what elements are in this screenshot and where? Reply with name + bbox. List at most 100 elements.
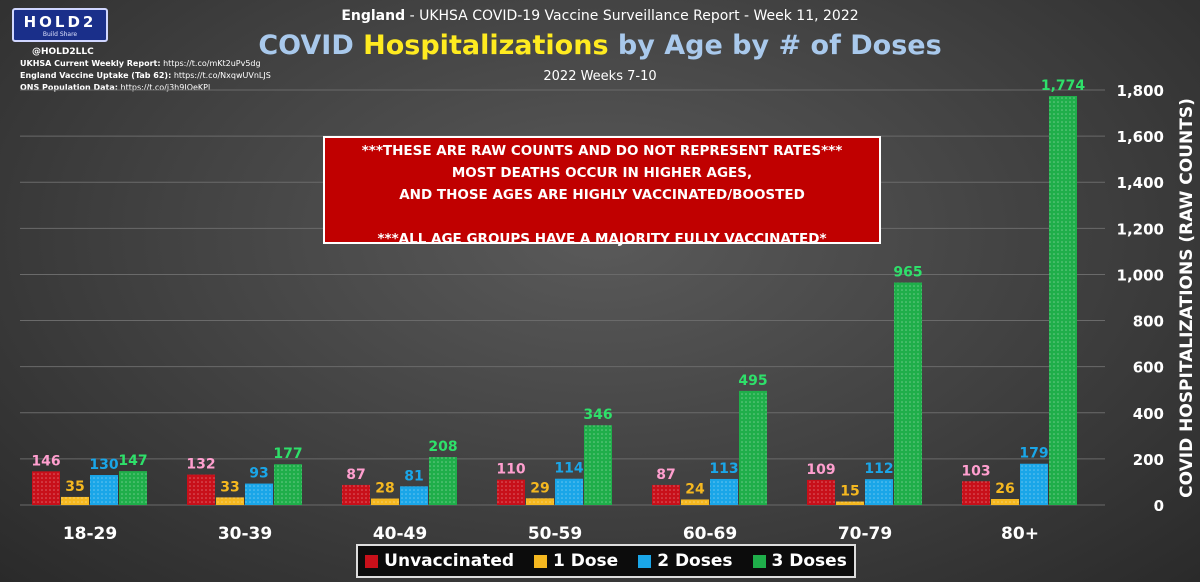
bar-unvaccinated	[342, 484, 370, 505]
bar-dose1	[61, 496, 89, 505]
y-tick-label: 400	[1133, 405, 1164, 423]
bar-dose3	[1049, 95, 1077, 505]
bar-unvaccinated	[652, 484, 680, 505]
data-label: 113	[709, 461, 738, 477]
bar-dose1	[216, 497, 244, 505]
data-label: 208	[428, 439, 457, 455]
bar-dose3	[894, 282, 922, 505]
data-label: 28	[375, 481, 394, 497]
legend-item-3-doses: 3 Doses	[752, 551, 847, 571]
data-label: 132	[186, 457, 215, 473]
y-tick-label: 1,200	[1117, 220, 1164, 238]
bar-dose1	[991, 499, 1019, 505]
data-label: 112	[864, 461, 893, 477]
data-label: 130	[89, 457, 118, 473]
supertitle: England - UKHSA COVID-19 Vaccine Surveil…	[341, 8, 859, 24]
data-label: 114	[554, 461, 583, 477]
chart-legend: Unvaccinated 1 Dose 2 Doses 3 Doses	[356, 544, 856, 578]
x-tick-label: 30-39	[218, 524, 272, 544]
data-label: 35	[65, 479, 84, 495]
data-label: 87	[656, 467, 675, 483]
y-tick-label: 200	[1133, 451, 1164, 469]
source-list: UKHSA Current Weekly Report: https://t.c…	[20, 58, 271, 94]
twitter-handle: @HOLD2LLC	[32, 47, 94, 57]
notice-line: MOST DEATHS OCCUR IN HIGHER AGES,	[451, 165, 753, 181]
source-link[interactable]: https://t.co/NxqwUVnLJS	[173, 71, 271, 80]
source-link[interactable]: https://t.co/mKt2uPv5dg	[163, 59, 261, 68]
legend-swatch	[752, 554, 766, 568]
legend-swatch	[365, 554, 379, 568]
bar-unvaccinated	[187, 474, 215, 505]
x-tick-label: 50-59	[528, 524, 582, 544]
data-label: 177	[273, 446, 302, 462]
data-label: 147	[118, 453, 147, 469]
logo-tagline: Build Share	[42, 31, 78, 38]
bar-dose3	[584, 425, 612, 505]
chart-title: COVID Hospitalizations by Age by # of Do…	[258, 30, 942, 61]
data-label: 15	[840, 484, 859, 500]
notice-line: ***THESE ARE RAW COUNTS AND DO NOT REPRE…	[361, 143, 843, 159]
legend-swatch	[534, 554, 548, 568]
notice-line	[325, 206, 879, 228]
logo-text: HOLD2	[23, 13, 97, 31]
y-tick-label: 1,400	[1117, 174, 1164, 192]
legend-swatch	[638, 554, 652, 568]
notice-line: AND THOSE AGES ARE HIGHLY VACCINATED/BOO…	[399, 187, 805, 203]
bar-dose2	[710, 478, 738, 505]
x-tick-label: 80+	[1001, 524, 1039, 544]
data-label: 33	[220, 479, 239, 495]
data-label: 146	[31, 453, 60, 469]
bar-dose1	[371, 498, 399, 505]
data-label: 179	[1019, 446, 1048, 462]
data-label: 24	[685, 481, 705, 497]
x-tick-label: 70-79	[838, 524, 892, 544]
bar-dose2	[400, 486, 428, 505]
bar-dose2	[90, 475, 118, 505]
y-tick-label: 1,000	[1117, 266, 1164, 284]
data-label: 1,774	[1041, 78, 1086, 94]
bar-unvaccinated	[497, 479, 525, 505]
bar-dose3	[429, 457, 457, 505]
data-label: 93	[249, 466, 268, 482]
data-label: 965	[893, 265, 922, 281]
data-label: 495	[738, 373, 767, 389]
legend-item-2-doses: 2 Doses	[638, 551, 733, 571]
chart-subtitle: 2022 Weeks 7-10	[543, 69, 657, 84]
bar-unvaccinated	[962, 481, 990, 505]
bar-dose3	[739, 390, 767, 505]
bar-dose1	[681, 499, 709, 505]
bar-dose2	[245, 483, 273, 505]
bar-dose3	[274, 464, 302, 505]
x-tick-label: 40-49	[373, 524, 427, 544]
notice-line: ***ALL AGE GROUPS HAVE A MAJORITY FULLY …	[377, 231, 827, 247]
data-label: 109	[806, 462, 835, 478]
source-line: England Vaccine Uptake (Tab 62): https:/…	[20, 71, 271, 80]
bar-dose2	[1020, 463, 1048, 505]
y-tick-label: 1,600	[1117, 128, 1164, 146]
data-label: 346	[583, 407, 612, 423]
bar-dose2	[865, 479, 893, 505]
y-tick-label: 800	[1133, 313, 1164, 331]
data-label: 26	[995, 481, 1014, 497]
bar-dose1	[526, 498, 554, 505]
data-label: 103	[961, 463, 990, 479]
data-label: 87	[346, 467, 365, 483]
bar-dose1	[836, 501, 864, 505]
y-tick-label: 0	[1154, 497, 1164, 515]
source-line: ONS Population Data: https://t.co/j3h9IO…	[20, 83, 211, 92]
source-line: UKHSA Current Weekly Report: https://t.c…	[20, 59, 261, 68]
data-label: 110	[496, 462, 525, 478]
hold2-logo: HOLD2 Build Share	[12, 8, 108, 42]
legend-item-unvaccinated: Unvaccinated	[365, 551, 514, 571]
y-tick-label: 1,800	[1117, 82, 1164, 100]
source-link[interactable]: https://t.co/j3h9IOeKPl	[120, 83, 211, 92]
bar-dose2	[555, 478, 583, 505]
x-tick-label: 60-69	[683, 524, 737, 544]
data-label: 81	[404, 468, 423, 484]
y-axis-title: COVID HOSPITALIZATIONS (RAW COUNTS)	[1177, 98, 1197, 498]
warning-notice: ***THESE ARE RAW COUNTS AND DO NOT REPRE…	[323, 136, 881, 247]
bar-dose3	[119, 471, 147, 505]
data-label: 29	[530, 480, 549, 496]
legend-item-1-dose: 1 Dose	[534, 551, 618, 571]
